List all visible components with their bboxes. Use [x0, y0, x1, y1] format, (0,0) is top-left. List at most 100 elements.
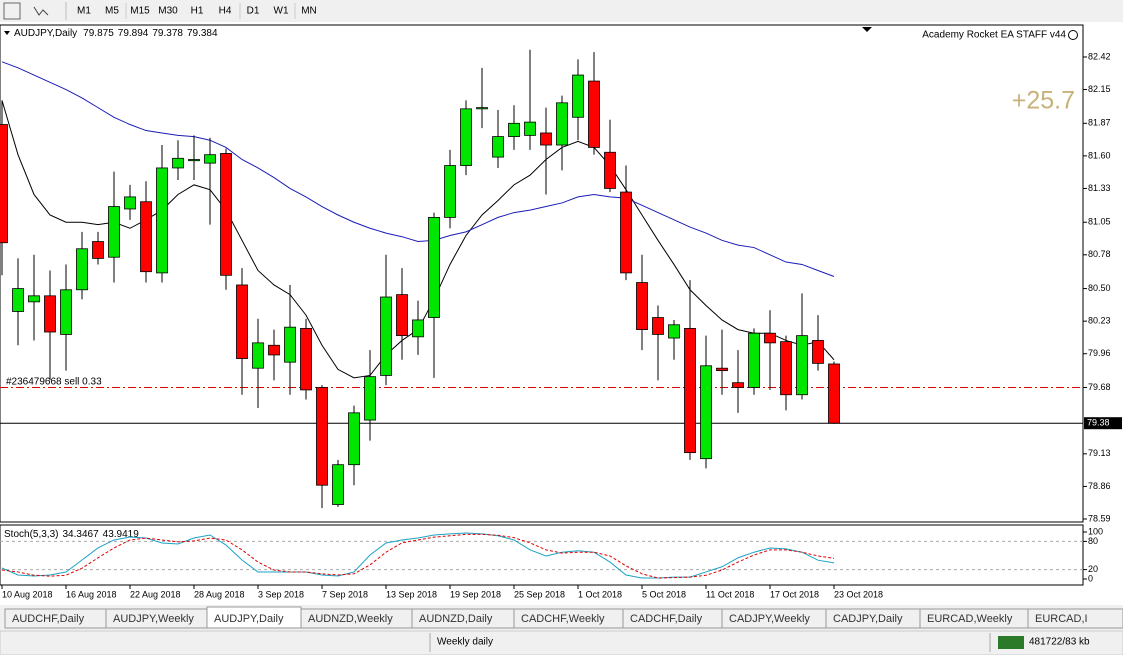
ohlc-high: 79.894 [118, 28, 149, 39]
tab-label[interactable]: CADCHF,Daily [630, 613, 703, 625]
tab-label[interactable]: AUDNZD,Daily [419, 613, 493, 625]
candle-body [476, 107, 488, 110]
tab-label[interactable]: CADJPY,Weekly [729, 613, 810, 625]
toolbar-icon[interactable] [33, 6, 49, 16]
status-profile: Weekly daily [437, 637, 493, 648]
y-tick-label: 78.59 [1088, 513, 1111, 523]
y-tick-label: 79.68 [1088, 382, 1111, 392]
y-tick-label: 81.05 [1088, 217, 1111, 227]
tab-label[interactable]: CADJPY,Daily [833, 613, 903, 625]
candle-body [0, 124, 8, 244]
y-tick-label: 81.60 [1088, 150, 1111, 160]
candle-body [524, 121, 536, 136]
candle-body [700, 365, 712, 460]
candle-body [364, 376, 376, 421]
candle-body [188, 159, 200, 162]
y-tick-label: 80.50 [1088, 283, 1111, 293]
candle-body [124, 196, 136, 210]
toolbar-icon[interactable] [3, 2, 21, 20]
status-bar [0, 630, 1123, 655]
candle-body [444, 165, 456, 218]
candle-body [636, 282, 648, 330]
candle-body [140, 201, 152, 273]
traffic-icon [998, 636, 1024, 649]
y-tick-label: 20 [1088, 564, 1098, 574]
stoch-header: Stoch(5,3,3) 34.3467 43.9419 [4, 529, 139, 540]
timeframe-button[interactable]: D1 [247, 6, 260, 17]
timeframe-button[interactable]: M1 [77, 6, 91, 17]
candle-body [652, 317, 664, 335]
candle-body [828, 363, 840, 424]
y-tick-label: 0 [1088, 573, 1093, 583]
tab[interactable] [1027, 608, 1123, 629]
candle-body [572, 74, 584, 118]
tab-label[interactable]: AUDNZD,Weekly [308, 613, 393, 625]
tab-label[interactable]: AUDJPY,Daily [214, 613, 284, 625]
x-tick-label: 16 Aug 2018 [66, 589, 117, 599]
candle-body [236, 284, 248, 359]
x-tick-label: 22 Aug 2018 [130, 589, 181, 599]
timeframe-button[interactable]: H4 [219, 6, 232, 17]
ohlc-open: 79.875 [83, 28, 114, 39]
candle-body [76, 248, 88, 291]
candle-body [412, 319, 424, 338]
price-pane [0, 24, 1084, 523]
candle-body [204, 154, 216, 164]
y-tick-label: 81.33 [1088, 183, 1111, 193]
y-tick-label: 79.96 [1088, 348, 1111, 358]
y-tick-label: 82.42 [1088, 51, 1111, 61]
candle-body [780, 341, 792, 396]
x-tick-label: 7 Sep 2018 [322, 589, 368, 599]
candle-body [588, 80, 600, 148]
y-tick-label: 80.78 [1088, 249, 1111, 259]
candle-body [732, 382, 744, 388]
tab-label[interactable]: AUDCHF,Daily [12, 613, 85, 625]
timeframe-button[interactable]: M5 [105, 6, 119, 17]
x-tick-label: 13 Sep 2018 [386, 589, 437, 599]
timeframe-button[interactable]: M15 [130, 6, 150, 17]
tab-label[interactable]: EURCAD,I [1035, 613, 1088, 625]
shift-marker [862, 27, 872, 32]
candle-body [28, 295, 40, 303]
candle-body [668, 324, 680, 339]
timeframe-button[interactable]: W1 [274, 6, 289, 17]
ohlc-low: 79.378 [152, 28, 183, 39]
y-tick-label: 100 [1088, 526, 1103, 536]
stoch-signal: 43.9419 [103, 529, 140, 540]
x-tick-label: 19 Sep 2018 [450, 589, 501, 599]
stoch-pane [0, 524, 1084, 586]
stoch-main: 34.3467 [62, 529, 99, 540]
candle-body [508, 122, 520, 137]
candle-body [396, 294, 408, 337]
x-tick-label: 5 Oct 2018 [642, 589, 686, 599]
timeframe-button[interactable]: MN [301, 6, 317, 17]
candle-body [540, 132, 552, 146]
candle-body [764, 332, 776, 344]
candle-body [812, 340, 824, 364]
bid-label: 79.38 [1087, 418, 1110, 428]
timeframe-button[interactable]: H1 [191, 6, 204, 17]
x-tick-label: 28 Aug 2018 [194, 589, 245, 599]
candle-body [108, 206, 120, 258]
candle-body [748, 332, 760, 388]
ea-label: Academy Rocket EA STAFF v44 [922, 30, 1066, 41]
candle-body [428, 217, 440, 318]
x-tick-label: 11 Oct 2018 [706, 589, 754, 599]
chart-header: AUDJPY,Daily 79.875 79.894 79.378 79.384 [14, 28, 218, 39]
candle-body [492, 136, 504, 158]
timeframe-button[interactable]: M30 [158, 6, 178, 17]
candle-body [44, 295, 56, 333]
candle-body [12, 288, 24, 312]
status-traffic: 481722/83 kb [1029, 637, 1090, 648]
x-tick-label: 10 Aug 2018 [2, 589, 53, 599]
candle-body [348, 412, 360, 466]
x-tick-label: 1 Oct 2018 [578, 589, 622, 599]
profit-label: +25.7 [1012, 87, 1075, 115]
tab-label[interactable]: EURCAD,Weekly [927, 613, 1013, 625]
ohlc-close: 79.384 [187, 28, 218, 39]
candle-body [156, 167, 168, 274]
tab-label[interactable]: CADCHF,Weekly [521, 613, 605, 625]
tab-label[interactable]: AUDJPY,Weekly [113, 613, 194, 625]
